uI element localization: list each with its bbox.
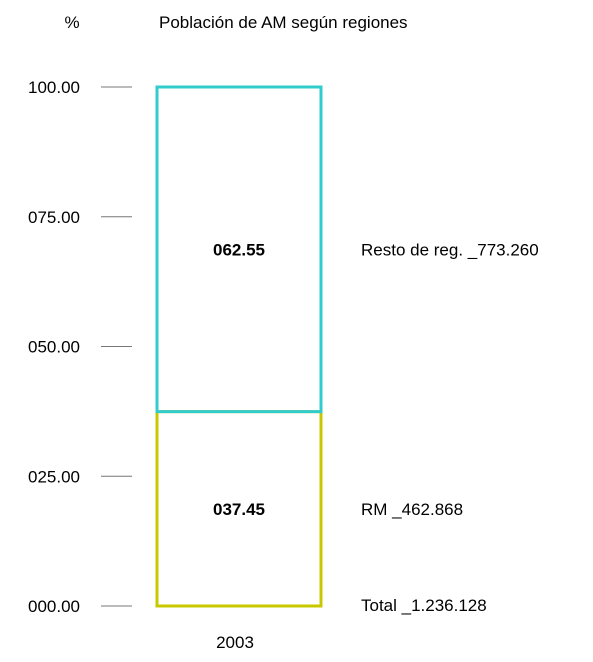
x-axis: 2003 [216,633,254,652]
y-tick-label: 075.00 [28,208,80,227]
y-axis: 000.00 025.00 050.00 075.00 100.00 [28,78,132,616]
y-tick-label: 100.00 [28,78,80,97]
y-axis-unit-label: % [64,13,79,32]
legend-entry: RM _462.868 [361,500,463,519]
y-tick-label: 000.00 [28,597,80,616]
bar-value-label: 037.45 [213,500,265,519]
chart-title: Población de AM según regiones [159,13,408,32]
y-tick-label: 050.00 [28,338,80,357]
bar-value-label: 062.55 [213,240,265,259]
legend-entry: Resto de reg. _773.260 [361,240,539,259]
total-label: Total _1.236.128 [361,596,487,615]
bar-stack: 037.45 062.55 [155,85,323,608]
y-tick-label: 025.00 [28,467,80,486]
x-category-label: 2003 [216,633,254,652]
bar-segment [155,85,323,414]
legend: RM _462.868 Resto de reg. _773.260 Total _… [361,240,539,615]
